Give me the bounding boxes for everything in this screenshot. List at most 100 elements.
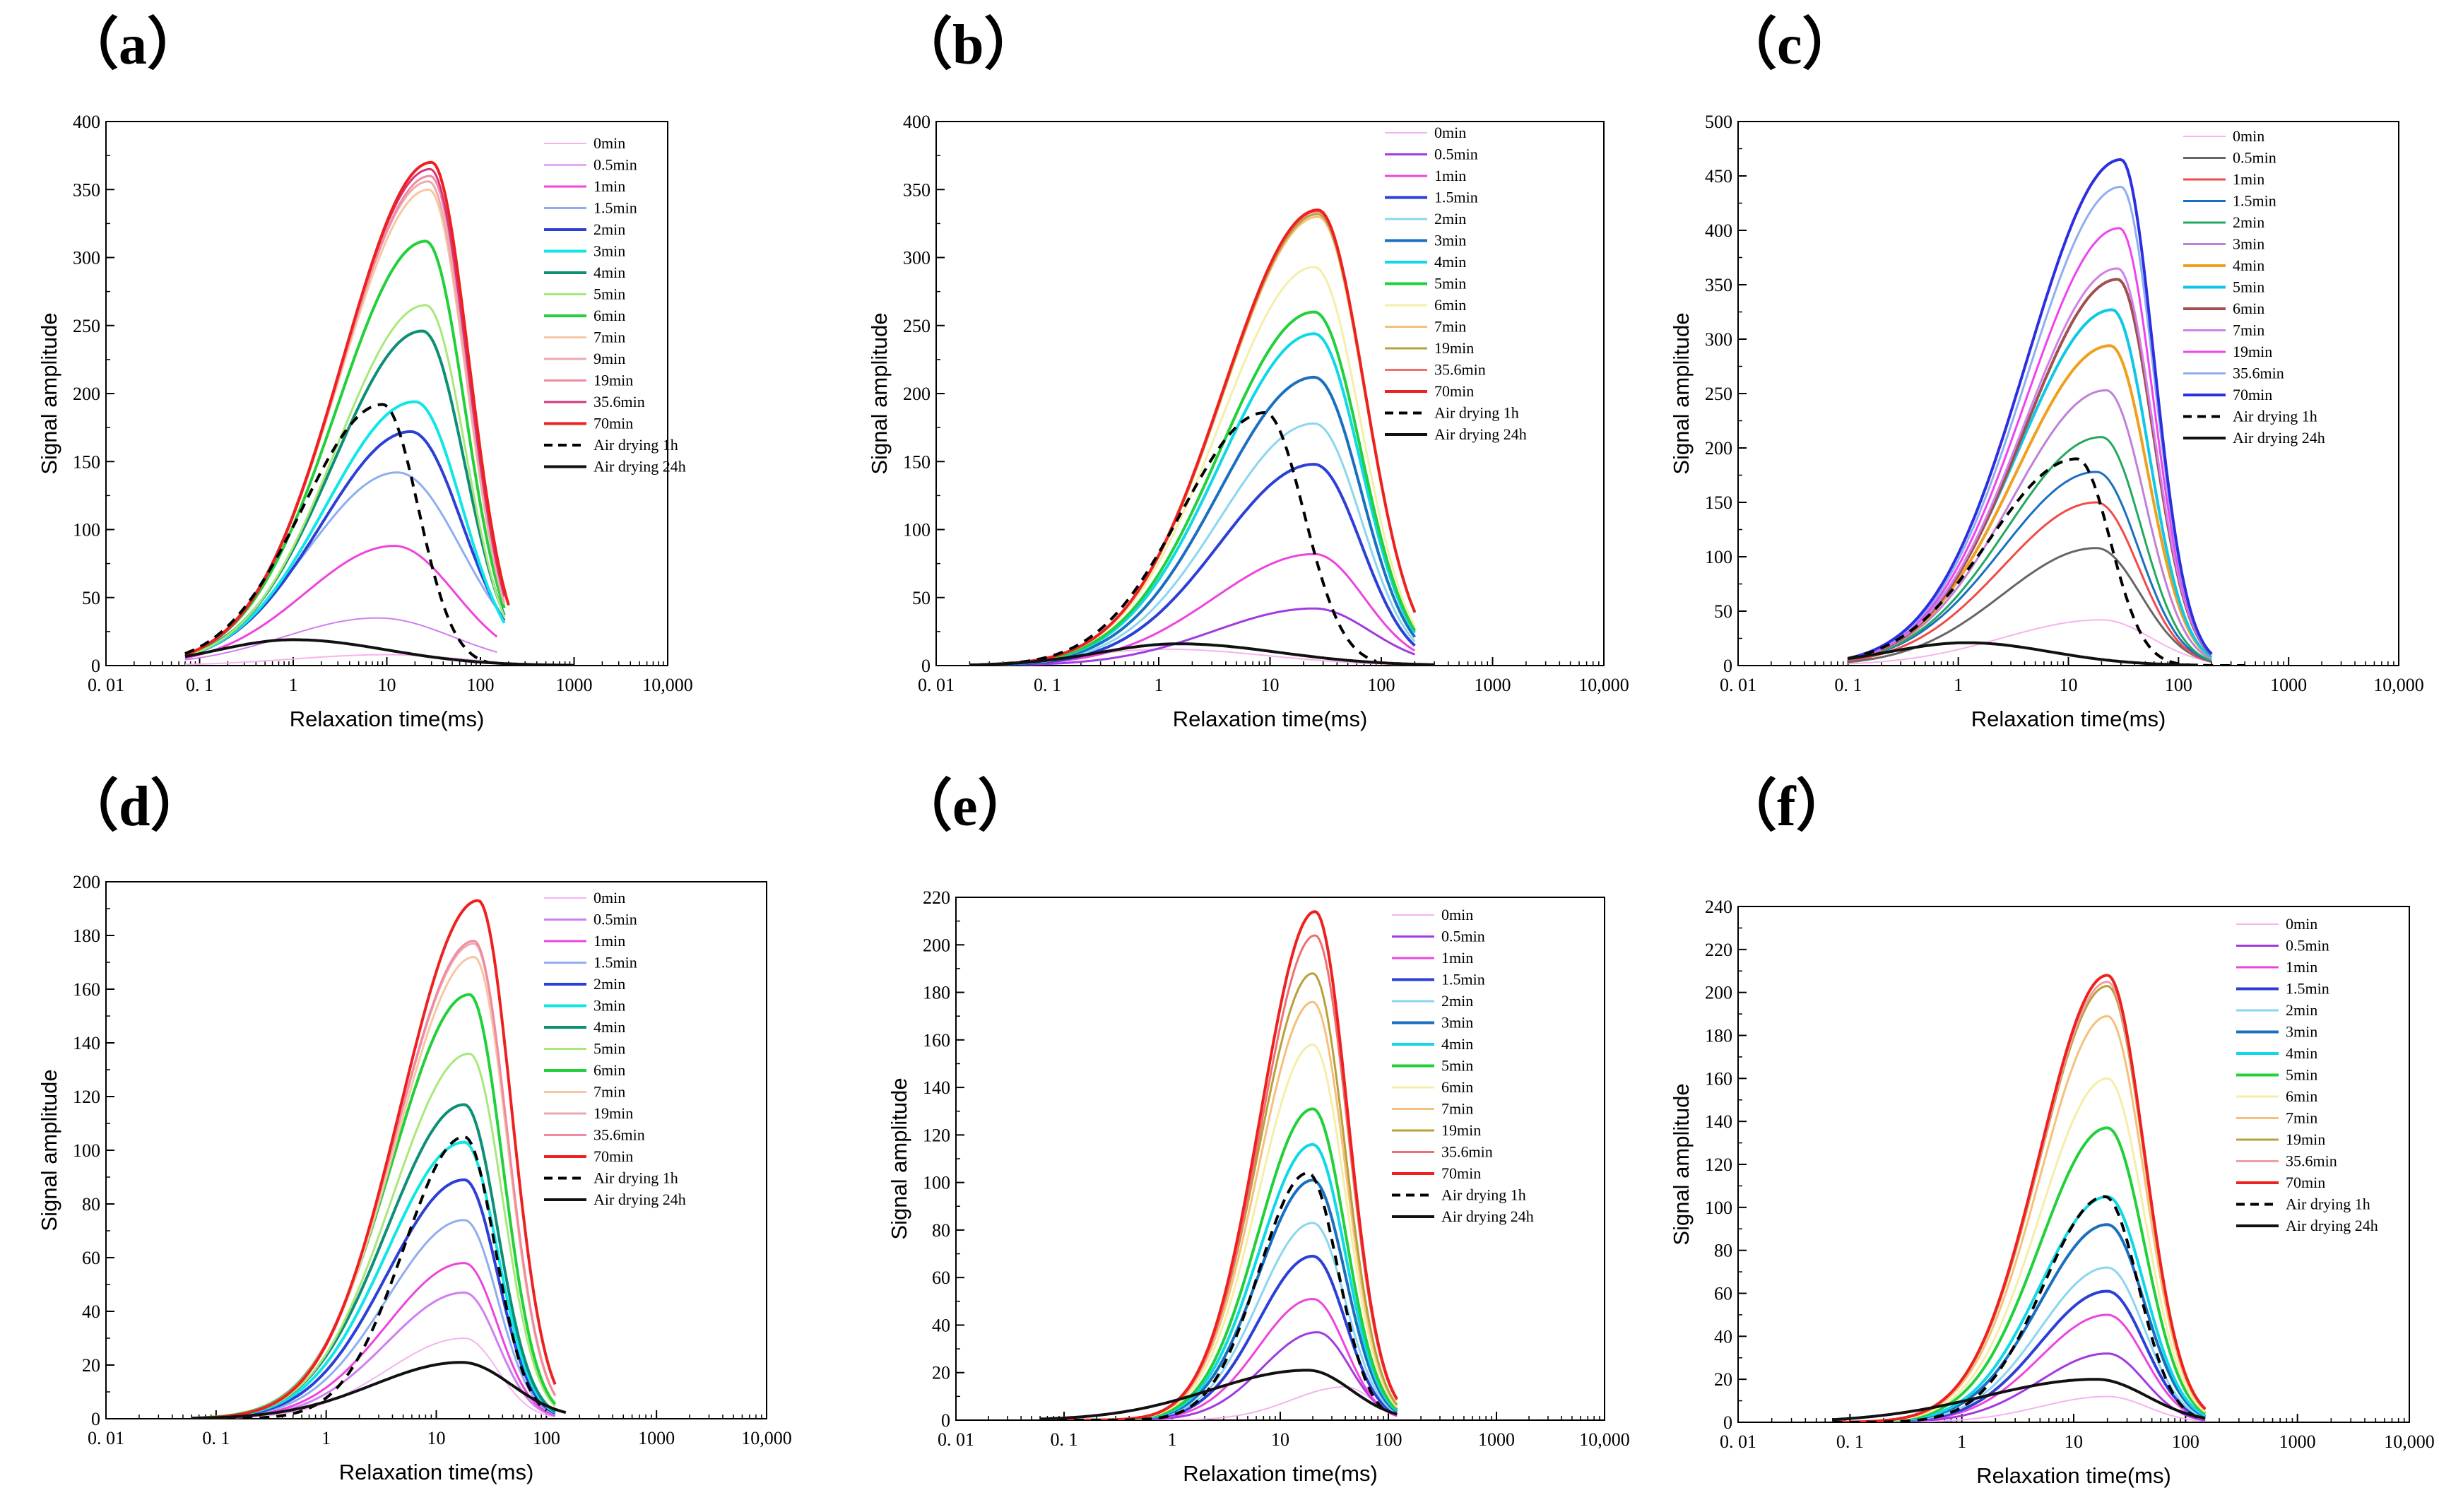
legend-label: 35.6min xyxy=(2233,365,2284,382)
legend-label: 19min xyxy=(1434,339,1474,357)
series-line xyxy=(184,545,498,659)
legend-label: 2min xyxy=(1441,992,1473,1010)
y-axis-title: Signal amplitude xyxy=(867,312,892,474)
legend-label: 6min xyxy=(593,1061,625,1079)
legend-label: 2min xyxy=(593,220,625,238)
x-tick-label: 100 xyxy=(1368,675,1395,695)
legend-label: 3min xyxy=(1441,1014,1473,1032)
legend-label: 0.5min xyxy=(1434,146,1478,163)
y-tick-label: 250 xyxy=(73,316,100,336)
y-tick-label: 20 xyxy=(82,1355,100,1376)
x-tick-label: 10 xyxy=(2065,1431,2083,1452)
panel-label: （e） xyxy=(896,776,1034,838)
legend-label: 6min xyxy=(2286,1087,2317,1105)
y-tick-label: 200 xyxy=(73,384,100,404)
x-axis-title: Relaxation time(ms) xyxy=(339,1460,534,1484)
y-tick-label: 120 xyxy=(73,1087,100,1107)
panel-label: （f） xyxy=(1720,776,1853,838)
legend-label: 4min xyxy=(593,264,625,281)
x-tick-label: 1 xyxy=(1954,675,1963,695)
y-tick-label: 120 xyxy=(1705,1154,1732,1175)
legend-label: 4min xyxy=(1434,253,1466,271)
x-tick-label: 0. 1 xyxy=(186,675,213,695)
legend-label: 5min xyxy=(2233,278,2264,296)
legend-label: 7min xyxy=(593,1083,625,1101)
x-tick-label: 10 xyxy=(2060,675,2078,695)
y-tick-label: 400 xyxy=(73,112,100,132)
panel-label: （b） xyxy=(896,14,1041,76)
x-tick-label: 0. 01 xyxy=(88,675,124,695)
x-tick-label: 1000 xyxy=(2279,1431,2316,1452)
y-tick-label: 200 xyxy=(73,872,100,892)
y-tick-label: 80 xyxy=(82,1194,100,1215)
legend-label: 35.6min xyxy=(593,1126,645,1144)
y-tick-label: 100 xyxy=(923,1173,950,1193)
y-tick-label: 140 xyxy=(73,1033,100,1053)
x-tick-label: 0. 01 xyxy=(1720,1431,1756,1452)
legend-label: 0.5min xyxy=(593,911,637,928)
x-tick-label: 10,000 xyxy=(642,675,693,695)
legend-label: 70min xyxy=(593,1147,633,1165)
legend-label: 1.5min xyxy=(1441,971,1485,988)
x-tick-label: 10 xyxy=(427,1428,446,1448)
legend-label: Air drying 24h xyxy=(1434,425,1527,443)
x-tick-label: 1 xyxy=(289,675,298,695)
x-tick-label: 0. 1 xyxy=(1034,675,1061,695)
series-line xyxy=(969,422,1416,666)
plot-frame xyxy=(105,121,668,666)
y-tick-label: 200 xyxy=(903,384,931,404)
series-group xyxy=(1040,910,1398,1420)
y-tick-label: 400 xyxy=(903,112,931,132)
y-axis-title: Signal amplitude xyxy=(37,312,61,474)
series-line xyxy=(184,304,506,658)
legend-label: 0.5min xyxy=(593,156,637,174)
legend-label: 5min xyxy=(593,1040,625,1058)
legend-label: 70min xyxy=(2233,386,2272,403)
x-tick-label: 1 xyxy=(1957,1431,1966,1452)
x-axis-title: Relaxation time(ms) xyxy=(1976,1463,2171,1488)
series-line xyxy=(1848,436,2212,662)
series-line xyxy=(969,332,1417,666)
series-line xyxy=(1848,185,2213,660)
legend-label: Air drying 1h xyxy=(1434,404,1519,422)
legend-label: 19min xyxy=(593,1104,633,1122)
x-tick-label: 100 xyxy=(2172,1431,2199,1452)
y-tick-label: 50 xyxy=(82,588,100,608)
series-line xyxy=(191,1052,556,1419)
y-tick-label: 450 xyxy=(1705,166,1732,187)
legend-label: 1min xyxy=(593,932,625,950)
y-tick-label: 0 xyxy=(1723,1412,1732,1433)
legend-label: 7min xyxy=(1434,318,1466,336)
y-tick-label: 200 xyxy=(1705,438,1732,459)
chart-panel-a: （a） 0. 01 0. 1 1 10 100 1000 10,000 0 50 100 150 200… xyxy=(37,14,693,731)
y-tick-label: 350 xyxy=(73,179,100,200)
y-tick-label: 200 xyxy=(923,935,950,955)
y-tick-label: 140 xyxy=(1705,1111,1732,1132)
legend-label: 1min xyxy=(2233,170,2264,188)
legend-label: 19min xyxy=(1441,1121,1481,1139)
series-line xyxy=(184,175,506,656)
y-tick-label: 500 xyxy=(1705,112,1732,132)
legend-label: 6min xyxy=(593,307,625,324)
chart-panel-d: （d） 0. 01 0. 1 1 10 100 1000 10,000 0 20 40 60 80 100… xyxy=(37,776,792,1484)
legend-label: 19min xyxy=(593,372,633,389)
y-tick-label: 250 xyxy=(903,316,931,336)
x-axis-title: Relaxation time(ms) xyxy=(1183,1461,1378,1486)
x-tick-label: 10,000 xyxy=(2373,675,2424,695)
series-group xyxy=(969,208,1435,666)
y-tick-label: 300 xyxy=(903,248,931,268)
legend-label: 5min xyxy=(1434,275,1466,293)
series-line xyxy=(1832,1378,2206,1422)
plot-frame xyxy=(105,881,767,1419)
series-line xyxy=(191,899,557,1419)
panel-label: （d） xyxy=(62,776,207,838)
legend-label: 0min xyxy=(593,889,625,906)
chart-panel-f: （f） 0. 01 0. 1 1 10 100 1000 10,000 0 20 40 60 80 100… xyxy=(1669,776,2435,1488)
x-tick-label: 1 xyxy=(1154,675,1164,695)
legend-label: 35.6min xyxy=(1441,1143,1493,1161)
series-line xyxy=(1832,974,2207,1422)
x-tick-label: 100 xyxy=(467,675,495,695)
y-tick-label: 100 xyxy=(1705,1198,1732,1218)
legend-label: 6min xyxy=(1434,296,1466,314)
